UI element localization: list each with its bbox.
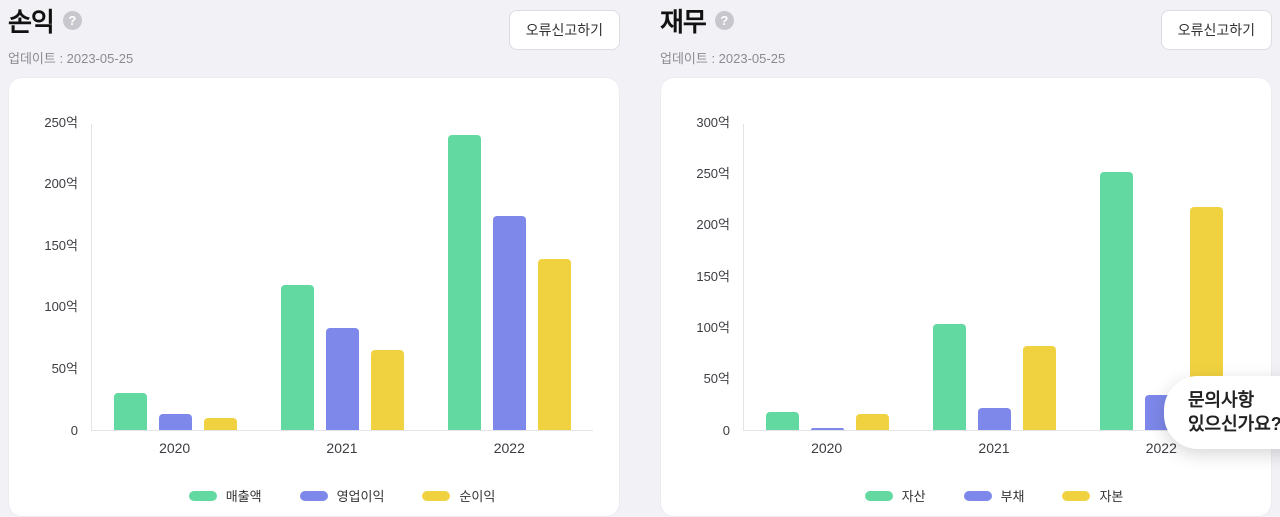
bar-매출액-2020 (114, 393, 147, 430)
bar-영업이익-2022 (493, 216, 526, 430)
report-error-button[interactable]: 오류신고하기 (509, 10, 620, 50)
y-tick-label: 150억 (44, 235, 78, 254)
panel-header: 재무 ? 업데이트 : 2023-05-25 오류신고하기 (660, 0, 1272, 67)
y-tick-label: 50억 (52, 358, 78, 377)
title-block: 재무 ? 업데이트 : 2023-05-25 (660, 2, 785, 67)
x-tick-label: 2020 (765, 440, 888, 456)
y-tick-label: 300억 (696, 112, 730, 131)
y-tick-label: 250억 (44, 112, 78, 131)
bar-영업이익-2020 (159, 414, 192, 430)
plot-area (743, 124, 1245, 431)
panel-profit-loss: 손익 ? 업데이트 : 2023-05-25 오류신고하기 0 50억 100억 15… (8, 0, 620, 517)
bar-순이익-2021 (371, 350, 404, 430)
bar-group-2020 (766, 412, 889, 430)
y-tick-label: 200억 (696, 214, 730, 233)
y-tick-label: 200억 (44, 173, 78, 192)
bar-group-2020 (114, 393, 237, 430)
y-tick-label: 250억 (696, 163, 730, 182)
bar-자산-2022 (1100, 172, 1133, 430)
bar-순이익-2020 (204, 418, 237, 430)
page-title: 재무 (660, 2, 706, 39)
bar-부채-2020 (811, 428, 844, 430)
bar-자본-2020 (856, 414, 889, 430)
page-title: 손익 (8, 2, 54, 39)
y-tick-label: 0 (71, 423, 78, 438)
help-icon[interactable]: ? (63, 11, 82, 30)
y-tick-label: 150억 (696, 266, 730, 285)
y-tick-label: 100억 (696, 317, 730, 336)
x-tick-label: 2021 (932, 440, 1055, 456)
bar-group-2021 (281, 285, 404, 430)
bar-매출액-2021 (281, 285, 314, 430)
bar-자산-2020 (766, 412, 799, 430)
updated-date: 업데이트 : 2023-05-25 (660, 48, 785, 67)
x-tick-label: 2021 (280, 440, 403, 456)
bar-영업이익-2021 (326, 328, 359, 430)
plot-area (91, 124, 593, 431)
chat-widget-text-line2: 있으신가요? (1188, 413, 1280, 436)
chat-widget-bubble[interactable]: 문의사항 있으신가요? (1164, 376, 1280, 449)
report-error-button[interactable]: 오류신고하기 (1161, 10, 1272, 50)
updated-date: 업데이트 : 2023-05-25 (8, 48, 133, 67)
bar-순이익-2022 (538, 259, 571, 430)
bar-group-2022 (448, 135, 571, 430)
title-block: 손익 ? 업데이트 : 2023-05-25 (8, 2, 133, 67)
x-tick-label: 2020 (113, 440, 236, 456)
panel-header: 손익 ? 업데이트 : 2023-05-25 오류신고하기 (8, 0, 620, 67)
y-tick-label: 0 (723, 423, 730, 438)
bar-부채-2021 (978, 408, 1011, 431)
bar-매출액-2022 (448, 135, 481, 430)
chat-widget-text-line1: 문의사항 (1188, 389, 1280, 412)
x-axis-labels: 2020 2021 2022 (91, 440, 593, 456)
y-tick-label: 100억 (44, 296, 78, 315)
bar-group-2021 (933, 324, 1056, 430)
bar-자본-2021 (1023, 346, 1056, 430)
x-tick-label: 2022 (448, 440, 571, 456)
y-tick-label: 50억 (704, 368, 730, 387)
help-icon[interactable]: ? (715, 11, 734, 30)
bar-자산-2021 (933, 324, 966, 430)
